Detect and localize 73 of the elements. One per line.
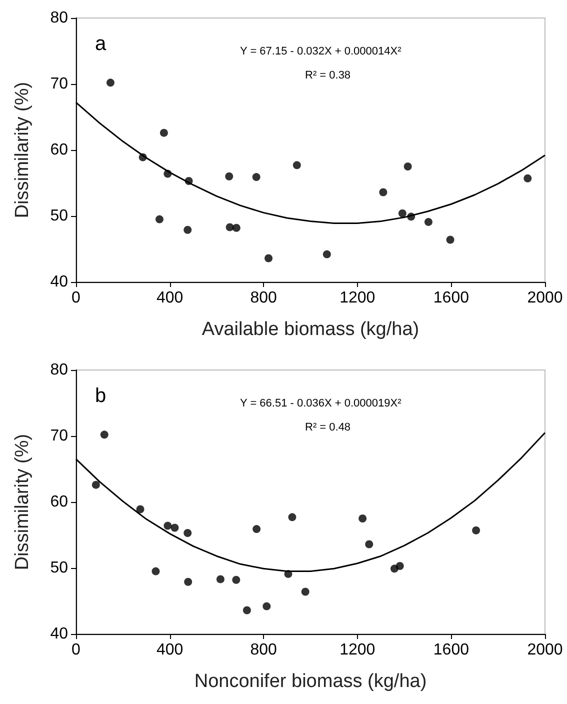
- point: [396, 562, 404, 570]
- point: [404, 162, 412, 170]
- point: [322, 250, 331, 258]
- point: [292, 161, 301, 170]
- x-tick-label: 400: [156, 642, 184, 658]
- point: [288, 513, 296, 522]
- point: [424, 218, 432, 226]
- y-axis-title: Dissimilarity (%): [12, 434, 33, 570]
- y-tick-label: 80: [50, 362, 68, 378]
- annotation: Y = 66.51 - 0.036X + 0.000019X²: [240, 398, 402, 410]
- point: [264, 254, 273, 262]
- point: [301, 588, 310, 596]
- point: [106, 78, 114, 87]
- point: [184, 177, 193, 186]
- point: [170, 524, 179, 532]
- point: [138, 153, 147, 162]
- x-axis-title: Nonconifer biomass (kg/ha): [194, 671, 427, 692]
- point: [216, 575, 224, 584]
- point: [152, 567, 160, 576]
- y-tick-label: 50: [50, 560, 68, 576]
- x-tick-label: 1200: [340, 642, 376, 658]
- x-tick-label: 1200: [340, 290, 376, 306]
- point: [365, 540, 374, 548]
- annotation: R² = 0.38: [305, 70, 351, 82]
- y-tick-label: 40: [50, 274, 68, 290]
- point: [226, 223, 234, 232]
- x-tick-label: 400: [156, 290, 184, 306]
- point: [184, 226, 192, 234]
- x-axis-title: Available biomass (kg/ha): [202, 319, 420, 340]
- point: [242, 606, 251, 614]
- y-tick-label: 70: [50, 76, 68, 92]
- point: [164, 522, 172, 530]
- point: [160, 128, 168, 137]
- annotation: R² = 0.48: [305, 422, 351, 434]
- point: [358, 514, 367, 522]
- y-tick-label: 40: [50, 626, 68, 642]
- point: [262, 602, 271, 610]
- point: [407, 212, 416, 221]
- x-tick-label: 0: [72, 642, 81, 658]
- annotation: a: [95, 33, 107, 55]
- x-tick-label: 800: [250, 290, 278, 306]
- y-tick-label: 80: [50, 10, 68, 26]
- x-tick-label: 2000: [527, 642, 563, 658]
- x-tick-label: 2000: [527, 290, 563, 306]
- point: [398, 209, 406, 218]
- point: [184, 578, 192, 586]
- point: [379, 188, 388, 196]
- x-tick-label: 800: [250, 642, 278, 658]
- x-tick-label: 1600: [433, 642, 470, 658]
- y-tick-label: 70: [50, 428, 68, 444]
- point: [164, 170, 172, 178]
- point: [92, 480, 100, 489]
- point: [446, 236, 454, 244]
- x-tick-label: 0: [72, 290, 81, 306]
- y-tick-label: 50: [50, 208, 68, 224]
- y-tick-label: 60: [50, 494, 68, 510]
- point: [252, 173, 260, 182]
- point: [472, 526, 480, 534]
- point: [155, 215, 164, 224]
- x-tick-label: 1600: [433, 290, 470, 306]
- annotation: Y = 67.15 - 0.032X + 0.000014X²: [240, 46, 402, 58]
- point: [252, 525, 261, 534]
- point: [232, 224, 240, 232]
- point: [136, 505, 144, 514]
- point: [524, 174, 532, 182]
- annotation: b: [95, 385, 106, 407]
- point: [184, 529, 192, 538]
- point: [100, 430, 108, 439]
- y-axis-title: Dissimilarity (%): [12, 82, 33, 218]
- point: [225, 172, 234, 180]
- point: [284, 570, 292, 578]
- point: [232, 576, 240, 584]
- y-tick-label: 60: [50, 142, 68, 158]
